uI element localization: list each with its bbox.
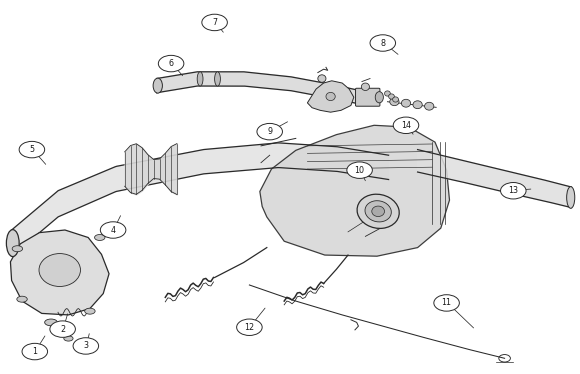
- Polygon shape: [12, 143, 389, 256]
- Ellipse shape: [413, 101, 422, 109]
- Text: 14: 14: [401, 121, 411, 130]
- Ellipse shape: [39, 254, 81, 286]
- Text: 11: 11: [441, 298, 452, 307]
- Circle shape: [158, 55, 184, 72]
- Text: 7: 7: [212, 18, 217, 27]
- Text: 6: 6: [169, 59, 173, 68]
- Ellipse shape: [375, 92, 383, 103]
- Ellipse shape: [48, 260, 72, 280]
- Ellipse shape: [361, 83, 369, 91]
- Ellipse shape: [95, 234, 105, 240]
- Polygon shape: [260, 125, 450, 256]
- Ellipse shape: [357, 194, 399, 229]
- Ellipse shape: [17, 296, 27, 302]
- Ellipse shape: [64, 336, 73, 341]
- Ellipse shape: [318, 75, 326, 82]
- Ellipse shape: [326, 92, 335, 101]
- Text: 8: 8: [380, 39, 385, 47]
- Circle shape: [19, 141, 45, 158]
- Text: 1: 1: [32, 347, 37, 356]
- Ellipse shape: [425, 102, 434, 110]
- Circle shape: [434, 295, 459, 311]
- Polygon shape: [418, 150, 571, 208]
- Ellipse shape: [390, 98, 399, 106]
- Circle shape: [347, 162, 372, 178]
- Circle shape: [237, 319, 262, 335]
- FancyBboxPatch shape: [356, 88, 380, 106]
- Circle shape: [393, 117, 419, 134]
- Polygon shape: [307, 81, 354, 112]
- Text: 10: 10: [354, 166, 365, 175]
- Ellipse shape: [372, 206, 385, 217]
- Ellipse shape: [385, 91, 390, 96]
- Ellipse shape: [45, 319, 57, 326]
- Text: 3: 3: [84, 341, 88, 350]
- Ellipse shape: [365, 201, 392, 222]
- Circle shape: [257, 123, 282, 140]
- Text: 13: 13: [508, 186, 519, 195]
- Circle shape: [370, 35, 396, 51]
- Circle shape: [202, 14, 227, 31]
- Text: 2: 2: [60, 325, 65, 334]
- Polygon shape: [157, 72, 360, 104]
- Ellipse shape: [567, 187, 575, 208]
- Circle shape: [501, 183, 526, 199]
- Circle shape: [73, 338, 99, 354]
- Ellipse shape: [389, 94, 394, 99]
- Ellipse shape: [401, 99, 411, 107]
- Ellipse shape: [393, 97, 398, 102]
- Circle shape: [22, 343, 48, 360]
- Ellipse shape: [6, 230, 19, 257]
- Ellipse shape: [85, 308, 95, 314]
- Ellipse shape: [197, 72, 203, 86]
- Circle shape: [50, 321, 75, 337]
- Ellipse shape: [215, 72, 220, 86]
- Text: 12: 12: [244, 323, 255, 332]
- Ellipse shape: [12, 246, 23, 252]
- Circle shape: [100, 222, 126, 238]
- Ellipse shape: [153, 78, 162, 93]
- Text: 5: 5: [30, 145, 34, 154]
- Text: 4: 4: [111, 226, 115, 234]
- Text: 9: 9: [267, 127, 272, 136]
- Ellipse shape: [54, 265, 66, 275]
- Polygon shape: [10, 230, 109, 315]
